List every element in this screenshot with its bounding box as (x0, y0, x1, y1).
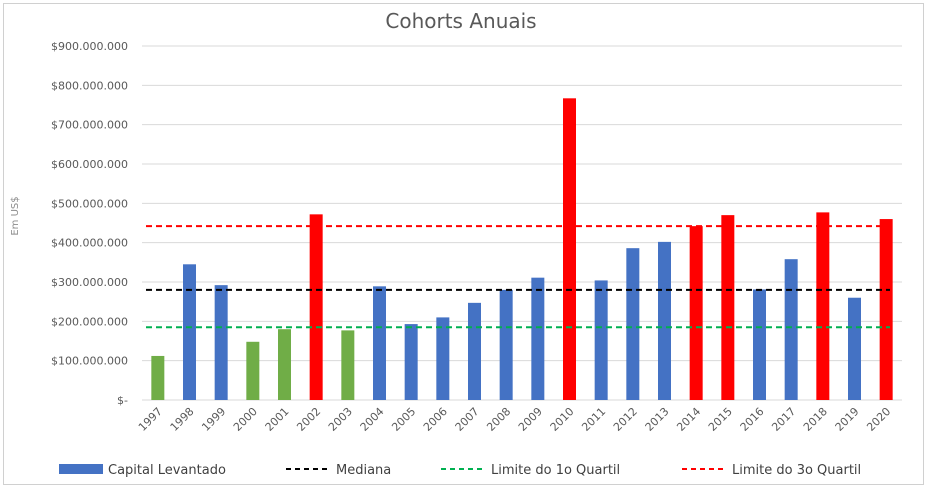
reference-lines (146, 225, 890, 329)
x-tick-label: 2001 (263, 405, 292, 434)
bar (531, 277, 545, 400)
x-tick-label: 2020 (864, 405, 893, 434)
y-tick-label: $500.000.000 (51, 197, 128, 210)
x-tick-label: 2000 (231, 405, 260, 434)
bar (373, 286, 386, 400)
bar (404, 324, 418, 400)
bar (183, 264, 196, 400)
y-tick-label: $700.000.000 (51, 119, 128, 132)
x-tick-label: 2013 (643, 405, 672, 434)
chart-title: Cohorts Anuais (385, 9, 536, 33)
x-tick-label: 2003 (326, 405, 355, 434)
bar (468, 302, 481, 400)
bar (563, 98, 576, 401)
x-tick-label: 2011 (579, 405, 608, 434)
bar (816, 212, 830, 400)
y-tick-label: $600.000.000 (51, 158, 128, 171)
x-tick-label: 1998 (168, 405, 197, 434)
x-tick-label: 1999 (199, 405, 228, 434)
x-tick-label: 2005 (389, 405, 418, 434)
y-tick-label: $800.000.000 (51, 79, 128, 92)
legend-swatch (59, 464, 103, 474)
x-tick-label: 2006 (421, 405, 450, 434)
bar (151, 355, 165, 400)
bar (879, 219, 893, 400)
y-tick-label: $400.000.000 (51, 237, 128, 250)
bar (848, 297, 861, 400)
bar (278, 329, 291, 400)
x-tick-label: 2008 (484, 405, 513, 434)
y-tick-label: $300.000.000 (51, 276, 128, 289)
bar (214, 285, 228, 400)
x-tick-label: 2004 (358, 405, 387, 434)
bar (309, 214, 323, 400)
x-tick-label: 2007 (453, 405, 482, 434)
x-tick-label: 1997 (136, 405, 165, 434)
legend: Capital Levantado Mediana Limite do 1o Qua… (59, 463, 861, 478)
legend-label: Capital Levantado (108, 463, 226, 478)
x-tick-label: 2018 (801, 405, 830, 434)
bar (626, 248, 640, 400)
y-tick-label: $100.000.000 (51, 355, 128, 368)
bar (341, 330, 355, 400)
legend-label: Limite do 1o Quartil (491, 463, 620, 478)
bar (436, 317, 450, 400)
gridlines (142, 45, 902, 401)
bar (721, 215, 735, 400)
x-tick-label: 2009 (516, 405, 545, 434)
y-tick-label: $- (117, 394, 128, 407)
x-tick-label: 2019 (833, 405, 862, 434)
legend-label: Mediana (336, 463, 391, 478)
x-tick-label: 2016 (738, 405, 767, 434)
x-tick-label: 2015 (706, 405, 735, 434)
bars (151, 98, 893, 401)
bar (658, 241, 671, 400)
legend-label: Limite do 3o Quartil (732, 463, 861, 478)
bar (753, 289, 766, 400)
y-tick-label: $200.000.000 (51, 315, 128, 328)
x-tick-label: 2012 (611, 405, 640, 434)
x-tick-label: 2014 (674, 405, 703, 434)
chart-frame: Cohorts Anuais Em US$ $- $100.000.000 $200… (3, 3, 924, 485)
x-tick-label: 2002 (294, 405, 323, 434)
x-tick-label: 2017 (769, 405, 798, 434)
bar (689, 226, 703, 400)
y-axis-label: Em US$ (10, 196, 21, 235)
bar (784, 259, 798, 400)
y-axis-ticks: $- $100.000.000 $200.000.000 $300.000.000 $4… (51, 40, 128, 407)
x-tick-label: 2010 (548, 405, 577, 434)
bar (246, 341, 260, 400)
chart-canvas: Cohorts Anuais Em US$ $- $100.000.000 $200… (10, 9, 902, 478)
y-tick-label: $900.000.000 (51, 40, 128, 53)
bar (594, 280, 608, 400)
bar (499, 289, 513, 400)
x-axis-ticks: 1997 1998 1999 2000 2001 2002 2003 2004 2005 2006… (136, 405, 893, 434)
